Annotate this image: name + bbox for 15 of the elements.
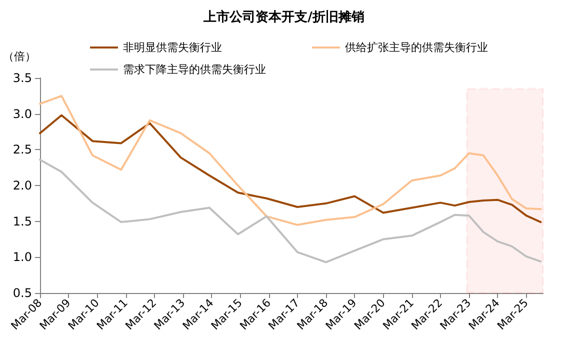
chart-title: 上市公司资本开支/折旧摊销 — [202, 9, 364, 25]
y-tick-label: 3.0 — [12, 106, 32, 121]
line-series — [39, 114, 542, 224]
y-tick-label: 2.0 — [12, 178, 32, 192]
y-tick-label: 3.5 — [12, 71, 32, 85]
legend-label: 非明显供需失衡行业 — [123, 41, 222, 54]
y-tick-label: 2.5 — [12, 142, 32, 157]
y-tick-label: 1.0 — [12, 250, 32, 264]
legend-label: 供给扩张主导的供需失衡行业 — [345, 41, 488, 54]
line-series — [39, 158, 542, 264]
legend-label: 需求下降主导的供需失衡行业 — [123, 63, 266, 76]
y-tick-label: 0.5 — [12, 286, 32, 300]
y-axis-title: （倍） — [3, 50, 36, 63]
line-series — [39, 94, 542, 226]
y-tick-label: 1.5 — [12, 214, 32, 228]
